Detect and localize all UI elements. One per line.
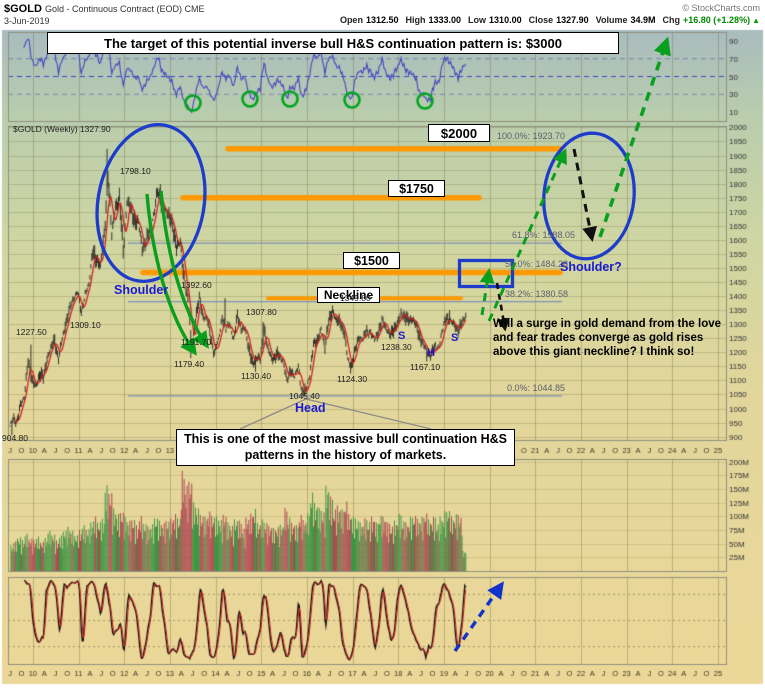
stockcharts-gold-page: { "header": { "symbol": "$GOLD", "title"… [0,0,765,692]
gold-weekly-chart-canvas[interactable] [0,0,765,692]
